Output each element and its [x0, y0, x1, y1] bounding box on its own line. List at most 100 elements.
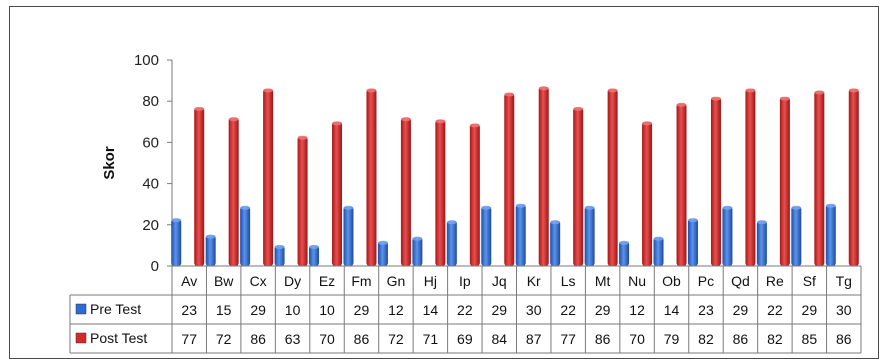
y-tick-label: 60 — [142, 134, 159, 151]
legend-label-post-test: Post Test — [90, 330, 147, 346]
data-label-pre-test: 14 — [423, 302, 439, 318]
bar-top-highlight — [722, 205, 733, 210]
bar-top-highlight — [710, 96, 721, 101]
bar-chart: 0 20 40 60 80 100 Skor Av Bw Cx Dy Ez Fm Gn Hj Ip Jq Kr L… — [69, 52, 862, 354]
category-label: Mt — [595, 273, 611, 289]
bar-top-highlight — [619, 240, 630, 245]
bar-top-highlight — [400, 117, 411, 122]
category-label: Bw — [214, 273, 234, 289]
bar-top-highlight — [550, 220, 561, 225]
bar-pre-test-Gn — [377, 241, 388, 266]
bar-top-highlight — [756, 220, 767, 225]
data-label-pre-test: 29 — [250, 302, 266, 318]
data-label-pre-test: 14 — [664, 302, 680, 318]
bar-post-test-Gn — [400, 117, 411, 267]
bar-top-highlight — [653, 236, 664, 241]
bar-top-highlight — [607, 88, 618, 93]
data-label-pre-test: 29 — [491, 302, 507, 318]
bar-post-test-Bw — [228, 117, 239, 267]
bar-post-test-Ip — [469, 123, 480, 266]
bar-top-highlight — [825, 203, 836, 208]
bar-pre-test-Cx — [240, 206, 251, 266]
bar-pre-test-Av — [171, 218, 182, 266]
bar-post-test-Kr — [538, 86, 549, 266]
data-label-pre-test: 29 — [595, 302, 611, 318]
bar-pre-test-Pc — [687, 218, 698, 266]
data-label-pre-test: 22 — [767, 302, 783, 318]
data-label-post-test: 82 — [767, 331, 783, 347]
bar-post-test-Re — [779, 97, 790, 266]
bar-pre-test-Fm — [343, 206, 354, 266]
y-tick-label: 40 — [142, 176, 159, 193]
data-label-post-test: 77 — [560, 331, 576, 347]
category-label: Kr — [527, 273, 541, 289]
data-label-post-test: 72 — [388, 331, 404, 347]
data-label-pre-test: 30 — [836, 302, 852, 318]
category-label: Re — [766, 273, 784, 289]
bar-pre-test-Kr — [515, 204, 526, 266]
data-label-post-test: 70 — [629, 331, 645, 347]
bar-pre-test-Dy — [274, 245, 285, 266]
bar-post-test-Ls — [573, 107, 584, 266]
bar-post-test-Av — [194, 107, 205, 266]
bar-post-test-Mt — [607, 88, 618, 266]
data-label-post-test: 86 — [250, 331, 266, 347]
data-label-pre-test: 29 — [802, 302, 818, 318]
y-tick-label: 20 — [142, 217, 159, 234]
category-label: Dy — [284, 273, 301, 289]
category-label: Jq — [492, 273, 507, 289]
bar-post-test-Sf — [814, 90, 825, 267]
bar-pre-test-Bw — [205, 235, 216, 266]
bar-post-test-Cx — [263, 88, 274, 266]
bar-top-highlight — [332, 121, 343, 126]
bar-top-highlight — [446, 220, 457, 225]
bar-top-highlight — [171, 218, 182, 223]
category-label: Ob — [662, 273, 681, 289]
bar-top-highlight — [377, 240, 388, 245]
bar-post-test-Tg — [848, 88, 859, 266]
data-label-post-test: 86 — [595, 331, 611, 347]
data-label-post-test: 69 — [457, 331, 473, 347]
bar-pre-test-Hj — [412, 237, 423, 266]
data-label-post-test: 70 — [319, 331, 335, 347]
bar-pre-test-Qd — [722, 206, 733, 266]
category-label: Fm — [351, 273, 371, 289]
bar-top-highlight — [745, 88, 756, 93]
data-label-pre-test: 10 — [319, 302, 335, 318]
bar-post-test-Qd — [745, 88, 756, 266]
category-label: Ip — [459, 273, 471, 289]
bar-top-highlight — [814, 90, 825, 95]
bar-top-highlight — [240, 205, 251, 210]
bar-post-test-Nu — [642, 121, 653, 266]
data-label-pre-test: 15 — [216, 302, 232, 318]
bar-top-highlight — [848, 88, 859, 93]
category-label: Gn — [387, 273, 406, 289]
bar-top-highlight — [584, 205, 595, 210]
bar-pre-test-Ez — [309, 245, 320, 266]
chart-frame: 0 20 40 60 80 100 Skor Av Bw Cx Dy Ez Fm Gn Hj Ip Jq Kr L… — [9, 6, 879, 359]
bar-pre-test-Re — [756, 220, 767, 266]
legend-key-post-test — [75, 332, 87, 344]
data-label-post-test: 72 — [216, 331, 232, 347]
y-tick-label: 80 — [142, 93, 159, 110]
bar-pre-test-Jq — [481, 206, 492, 266]
data-label-pre-test: 12 — [388, 302, 404, 318]
bar-top-highlight — [228, 117, 239, 122]
bar-top-highlight — [676, 102, 687, 107]
data-table: Av Bw Cx Dy Ez Fm Gn Hj Ip Jq Kr Ls Mt Nu Ob Pc Qd Re Sf Tg… — [69, 265, 862, 354]
bar-pre-test-Ip — [446, 220, 457, 266]
category-label: Nu — [628, 273, 646, 289]
category-label: Av — [181, 273, 197, 289]
bar-post-test-Ez — [332, 121, 343, 266]
data-label-pre-test: 23 — [698, 302, 714, 318]
bar-top-highlight — [642, 121, 653, 126]
bar-top-highlight — [205, 234, 216, 239]
bar-top-highlight — [481, 205, 492, 210]
category-label: Cx — [250, 273, 267, 289]
bar-pre-test-Nu — [619, 241, 630, 266]
bar-top-highlight — [538, 86, 549, 91]
bar-post-test-Ob — [676, 103, 687, 266]
data-label-post-test: 86 — [354, 331, 370, 347]
category-label: Tg — [836, 273, 852, 289]
bar-pre-test-Ls — [550, 220, 561, 266]
